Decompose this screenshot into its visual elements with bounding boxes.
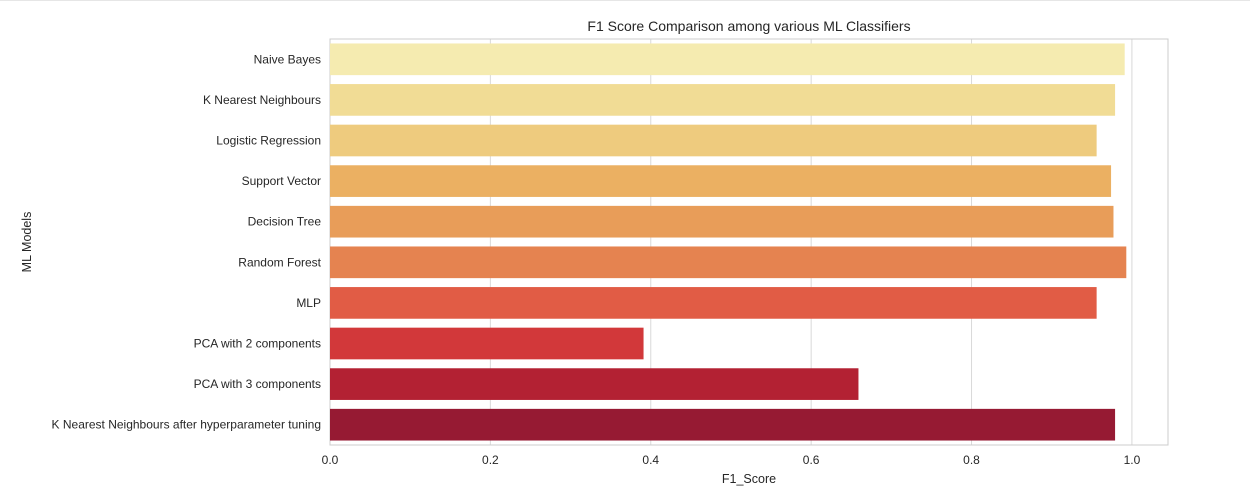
y-tick-label: Random Forest [238,255,321,269]
x-tick-labels: 0.0 0.2 0.4 0.6 0.8 1.0 [322,453,1141,467]
bar [330,246,1127,279]
y-tick-label: MLP [296,296,321,310]
top-divider [0,0,1250,1]
y-tick-label: Naive Bayes [254,52,321,66]
bar [330,165,1112,197]
bar [330,408,1116,441]
chart-title: F1 Score Comparison among various ML Cla… [587,18,910,34]
x-tick-label: 0.6 [803,453,820,467]
y-tick-label: Support Vector [242,174,321,188]
y-tick-label: Decision Tree [248,215,322,229]
y-tick-label: Logistic Regression [216,134,321,148]
x-tick-label: 0.4 [642,453,659,467]
y-tick-label: PCA with 3 components [194,377,321,391]
x-tick-label: 1.0 [1124,453,1141,467]
x-axis-label: F1_Score [722,472,776,486]
y-tick-label: K Nearest Neighbours after hyperparamete… [52,418,321,432]
y-tick-label: K Nearest Neighbours [203,93,321,107]
bar [330,327,644,360]
x-tick-label: 0.8 [963,453,980,467]
bar [330,43,1125,76]
bar [330,368,859,400]
bar [330,287,1097,319]
x-tick-label: 0.0 [322,453,339,467]
x-tick-label: 0.2 [482,453,499,467]
bars [330,43,1127,441]
bar [330,124,1097,157]
bar [330,205,1114,238]
bar [330,84,1116,116]
y-tick-label: PCA with 2 components [194,337,321,351]
y-axis-label: ML Models [20,212,34,273]
y-tick-labels: Naive Bayes K Nearest Neighbours Logistic … [52,52,322,431]
plot-area [329,38,1169,446]
